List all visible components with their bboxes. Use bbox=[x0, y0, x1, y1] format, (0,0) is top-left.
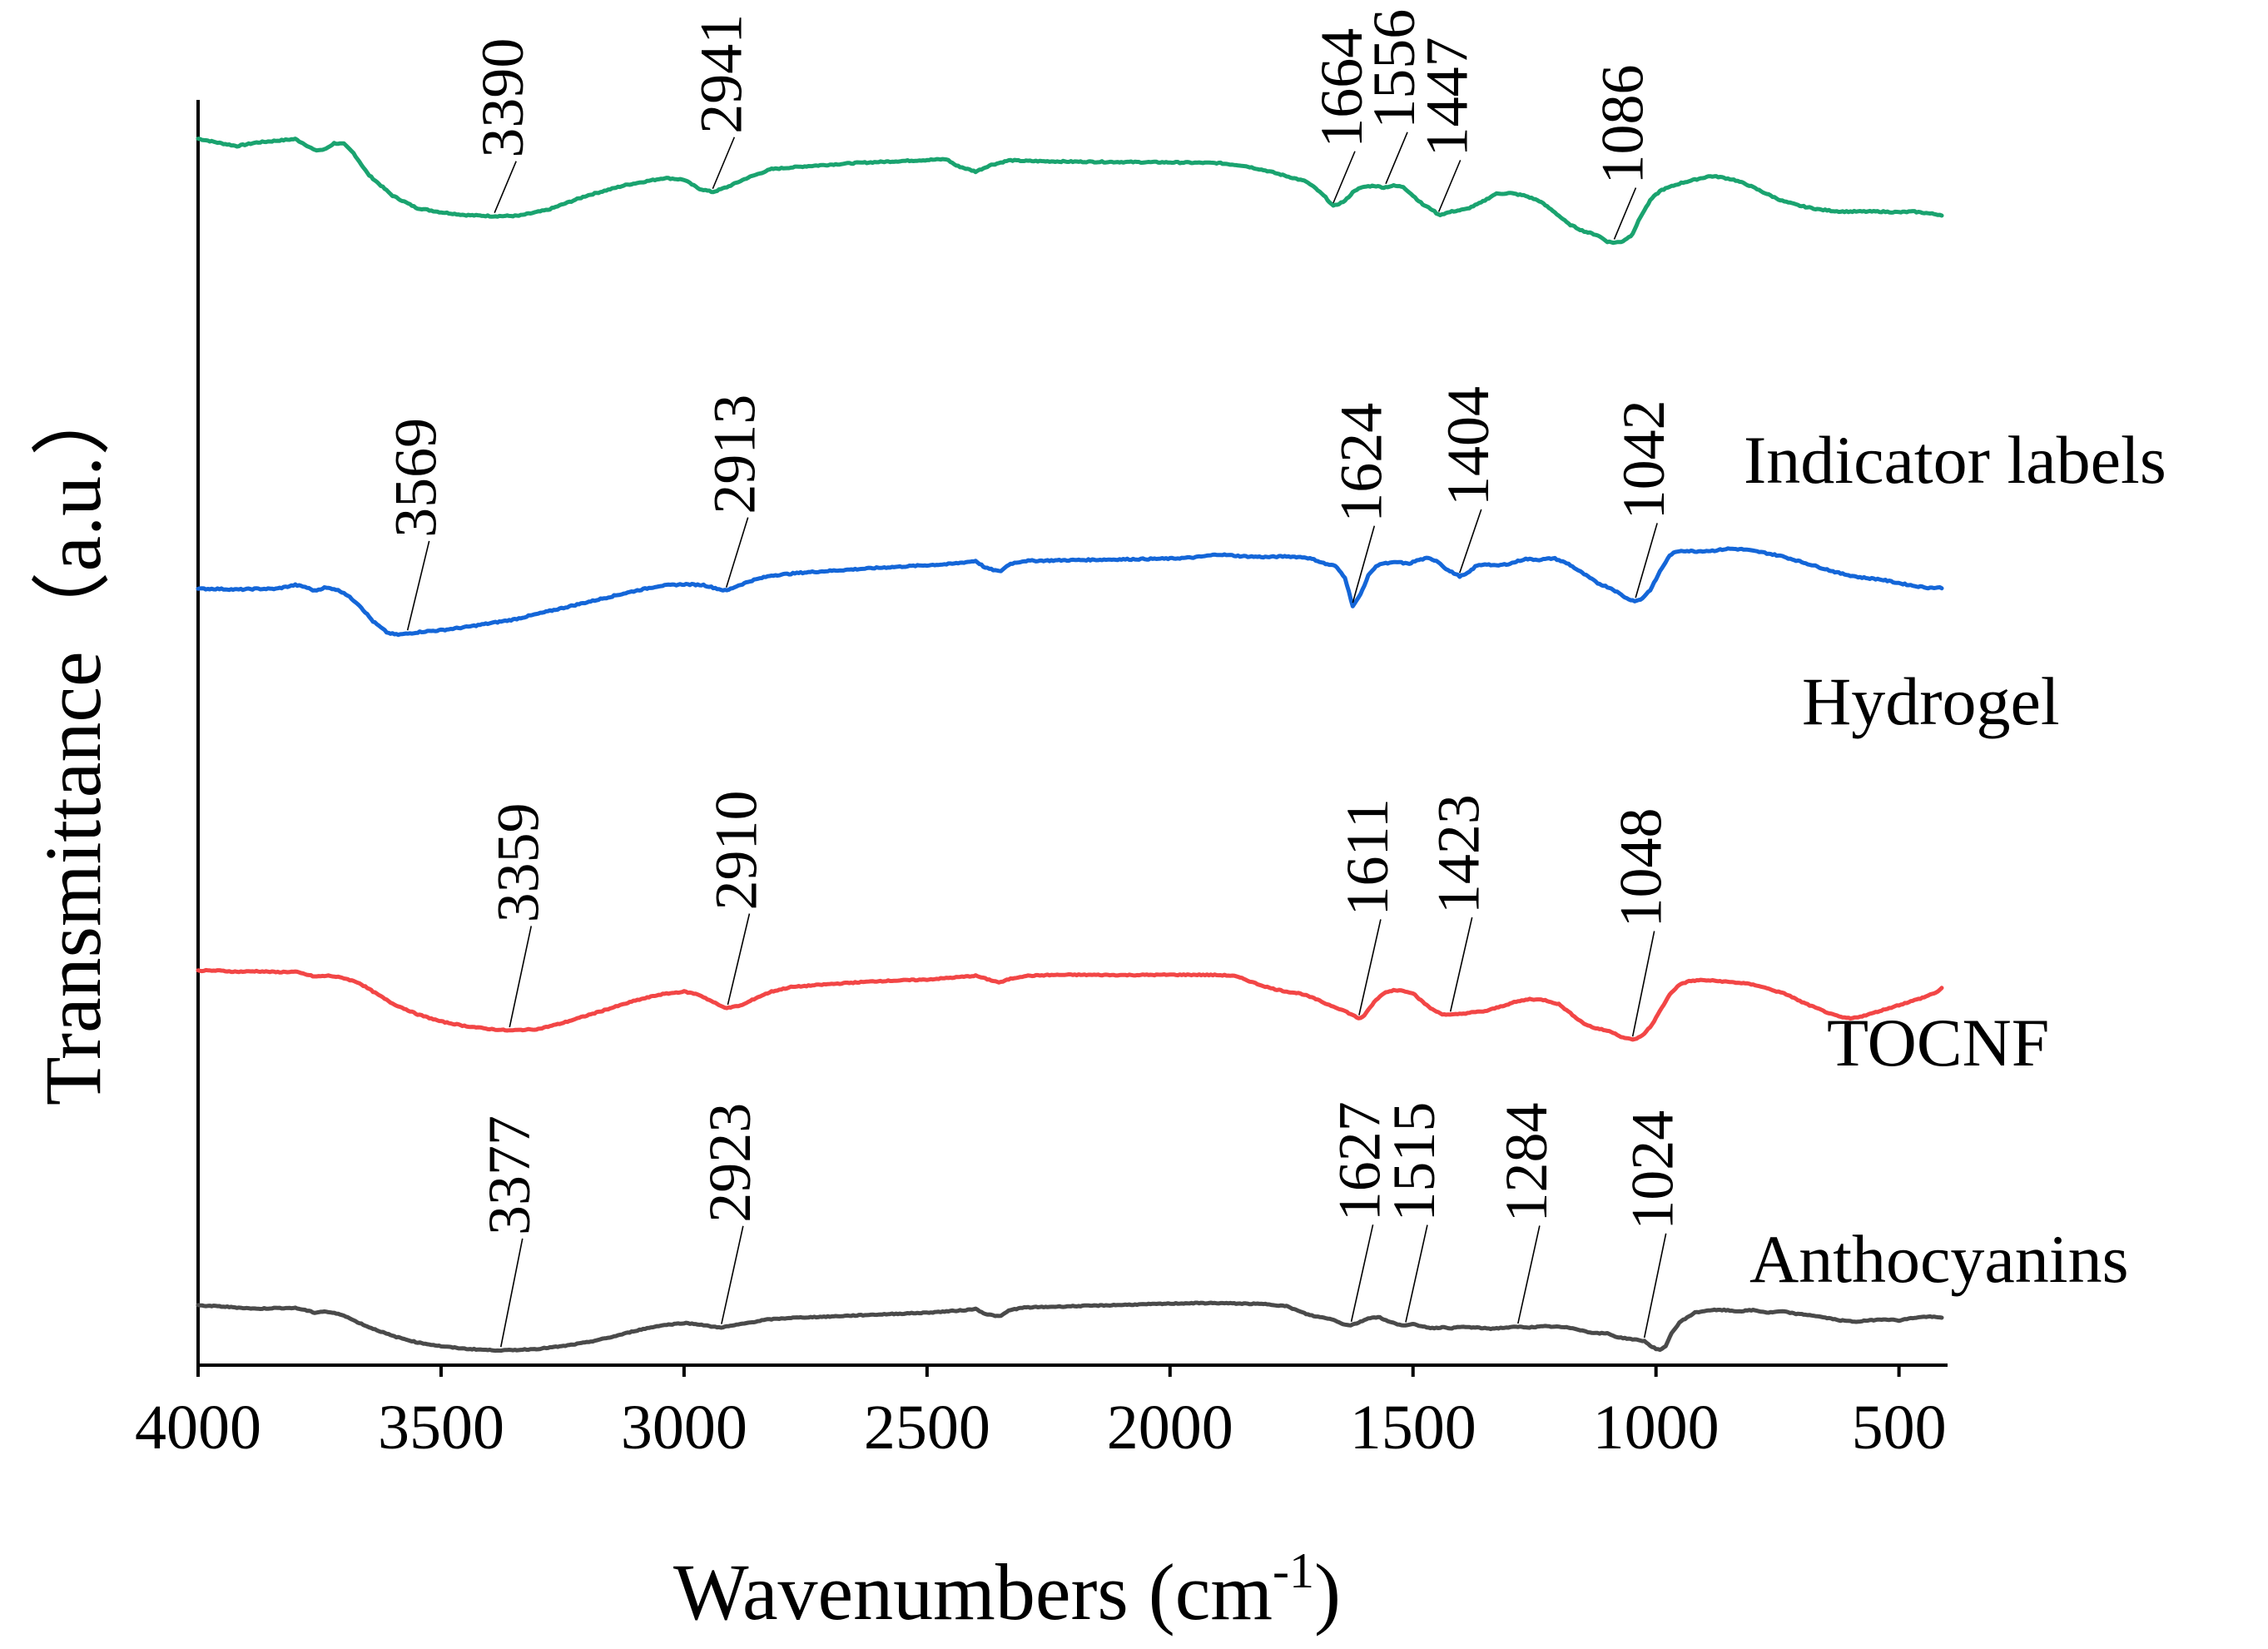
series-label-anthocyanins: Anthocyanins bbox=[1749, 1221, 2128, 1297]
series-line-anthocyanins bbox=[196, 1300, 1944, 1353]
x-axis-title: Wavenumbers (cm-1) bbox=[673, 1543, 1341, 1637]
peak-leader bbox=[509, 926, 533, 1028]
peak-label-hydrogel-3569: 3569 bbox=[383, 418, 449, 538]
peak-label-tocnf-1423: 1423 bbox=[1426, 794, 1492, 914]
peak-leader bbox=[1449, 916, 1473, 1012]
peak-label-anthocyanins-1024: 1024 bbox=[1620, 1110, 1686, 1230]
peak-label-anthocyanins-1627: 1627 bbox=[1327, 1101, 1393, 1221]
peak-leader bbox=[1333, 151, 1356, 204]
peak-leader bbox=[1635, 523, 1658, 599]
peak-leader bbox=[1631, 931, 1655, 1037]
peak-label-hydrogel-1404: 1404 bbox=[1435, 386, 1501, 506]
peak-leader bbox=[1352, 525, 1376, 603]
series-layer bbox=[196, 137, 1944, 1353]
peak-label-hydrogel-1624: 1624 bbox=[1328, 403, 1394, 523]
peak-label-indicator-labels-1664: 1664 bbox=[1308, 28, 1375, 148]
peak-leader bbox=[494, 161, 517, 213]
peak-leader bbox=[499, 1238, 524, 1348]
x-tick-label: 3000 bbox=[621, 1393, 747, 1463]
series-line-tocnf bbox=[196, 967, 1944, 1042]
x-tick-label: 4000 bbox=[135, 1393, 261, 1463]
peak-leader bbox=[1517, 1225, 1541, 1324]
peak-label-anthocyanins-1284: 1284 bbox=[1493, 1103, 1560, 1223]
peak-label-tocnf-2910: 2910 bbox=[702, 791, 769, 911]
peak-leader bbox=[712, 137, 736, 190]
series-label-hydrogel: Hydrogel bbox=[1802, 663, 2060, 739]
x-tick-label: 3500 bbox=[378, 1393, 504, 1463]
axes: 4000 3500 3000 2500 2000 1500 1000 500 bbox=[135, 100, 1948, 1463]
series-line-indicator-labels bbox=[196, 137, 1944, 246]
peak-label-anthocyanins-1515: 1515 bbox=[1381, 1102, 1447, 1222]
series-line-hydrogel bbox=[196, 546, 1944, 638]
peak-label-indicator-labels-1447: 1447 bbox=[1414, 37, 1481, 156]
peak-leader bbox=[1613, 187, 1637, 240]
x-tick-label: 2500 bbox=[864, 1393, 990, 1463]
peak-label-tocnf-1048: 1048 bbox=[1608, 808, 1675, 928]
peak-leader bbox=[721, 1225, 744, 1324]
peak-label-indicator-labels-2941: 2941 bbox=[687, 14, 754, 134]
peak-label-indicator-labels-3390: 3390 bbox=[469, 38, 536, 158]
peak-leader bbox=[1459, 509, 1482, 574]
peak-label-tocnf-1611: 1611 bbox=[1334, 798, 1401, 916]
peak-leader bbox=[1405, 1224, 1428, 1323]
peak-leader bbox=[406, 540, 430, 631]
peak-label-indicator-labels-1086: 1086 bbox=[1590, 65, 1656, 185]
y-axis-title: Transmittance（a.u.） bbox=[28, 376, 117, 1105]
peak-leader bbox=[725, 517, 749, 588]
peak-label-indicator-labels-1556: 1556 bbox=[1361, 9, 1427, 129]
x-tick-label: 1000 bbox=[1593, 1393, 1720, 1463]
peak-label-hydrogel-1042: 1042 bbox=[1610, 400, 1677, 519]
peak-label-anthocyanins-2923: 2923 bbox=[697, 1103, 763, 1223]
peak-leader bbox=[1358, 919, 1382, 1016]
x-ticks: 4000 3500 3000 2500 2000 1500 1000 500 bbox=[135, 1365, 1947, 1463]
peak-label-anthocyanins-3377: 3377 bbox=[476, 1115, 543, 1235]
series-label-tocnf: TOCNF bbox=[1827, 1005, 2049, 1080]
x-tick-label: 1500 bbox=[1350, 1393, 1476, 1463]
series-label-indicator-labels: Indicator labels bbox=[1744, 422, 2166, 498]
series-labels: Indicator labels Hydrogel TOCNF Anthocyanin… bbox=[1744, 422, 2166, 1297]
peak-label-tocnf-3359: 3359 bbox=[484, 802, 551, 922]
peak-leader bbox=[1643, 1233, 1667, 1339]
x-tick-label: 2000 bbox=[1107, 1393, 1233, 1463]
peak-leader bbox=[1385, 132, 1408, 185]
peak-leader bbox=[1350, 1224, 1374, 1323]
x-tick-label: 500 bbox=[1852, 1393, 1947, 1463]
peak-leader bbox=[727, 913, 751, 1006]
peak-label-hydrogel-2913: 2913 bbox=[702, 395, 768, 514]
peak-leader bbox=[1437, 160, 1462, 212]
